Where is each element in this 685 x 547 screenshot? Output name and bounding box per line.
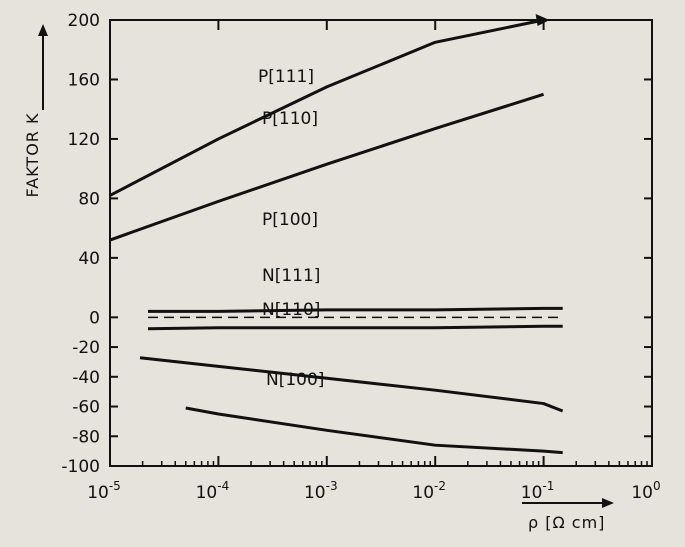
y-axis-arrowhead (38, 24, 48, 36)
series-label-n110: N[110] (262, 300, 320, 320)
y-tick-label: 160 (68, 70, 100, 90)
x-axis-title: ρ [Ω cm] (528, 513, 605, 532)
series-labels: P[111] P[110] P[100] N[111] N[110] N[100] (258, 67, 324, 390)
y-axis: 200 160 120 80 40 0 -20 -40 -60 -80 -100 (61, 11, 652, 477)
x-axis-arrowhead (602, 498, 614, 508)
x-tick-label: 10-4 (196, 479, 230, 503)
series-line-n110 (139, 356, 564, 413)
x-tick-label: 10-5 (87, 479, 121, 503)
y-tick-label: 200 (68, 11, 100, 31)
y-tick-label: -100 (61, 457, 100, 477)
y-tick-label: 0 (89, 308, 100, 328)
y-axis-title-group: FAKTOR K (23, 24, 48, 198)
y-tick-label: 80 (78, 189, 100, 209)
series-label-p111: P[111] (258, 67, 314, 87)
series-line-n100 (185, 406, 563, 455)
series-line-n111 (147, 324, 563, 331)
series-label-n111: N[111] (262, 266, 320, 286)
x-axis: 10-5 10-4 10-3 10-2 10-1 100 (87, 20, 661, 503)
series-label-p110: P[110] (262, 109, 318, 129)
series-line-p100 (148, 306, 563, 313)
x-tick-label: 10-2 (412, 479, 446, 503)
series-line-p110 (109, 92, 545, 242)
series-arrowhead-p111 (535, 14, 550, 26)
x-tick-label: 100 (631, 479, 660, 503)
y-axis-title: FAKTOR K (23, 113, 42, 198)
y-tick-label: 120 (68, 130, 100, 150)
series-label-n100: N[100] (266, 370, 324, 390)
x-tick-label: 10-1 (521, 479, 555, 503)
y-tick-label: 40 (78, 249, 100, 269)
y-tick-label: -20 (72, 338, 100, 358)
series-label-p100: P[100] (262, 210, 318, 230)
series-lines (109, 14, 564, 455)
plot-border (109, 19, 653, 467)
plot-frame (109, 19, 653, 467)
x-axis-title-group: ρ [Ω cm] (522, 498, 614, 532)
y-tick-label: -80 (72, 427, 100, 447)
y-tick-label: -60 (72, 398, 100, 418)
x-tick-label: 10-3 (304, 479, 338, 503)
series-line-p111 (109, 18, 544, 197)
y-tick-label: -40 (72, 368, 100, 388)
